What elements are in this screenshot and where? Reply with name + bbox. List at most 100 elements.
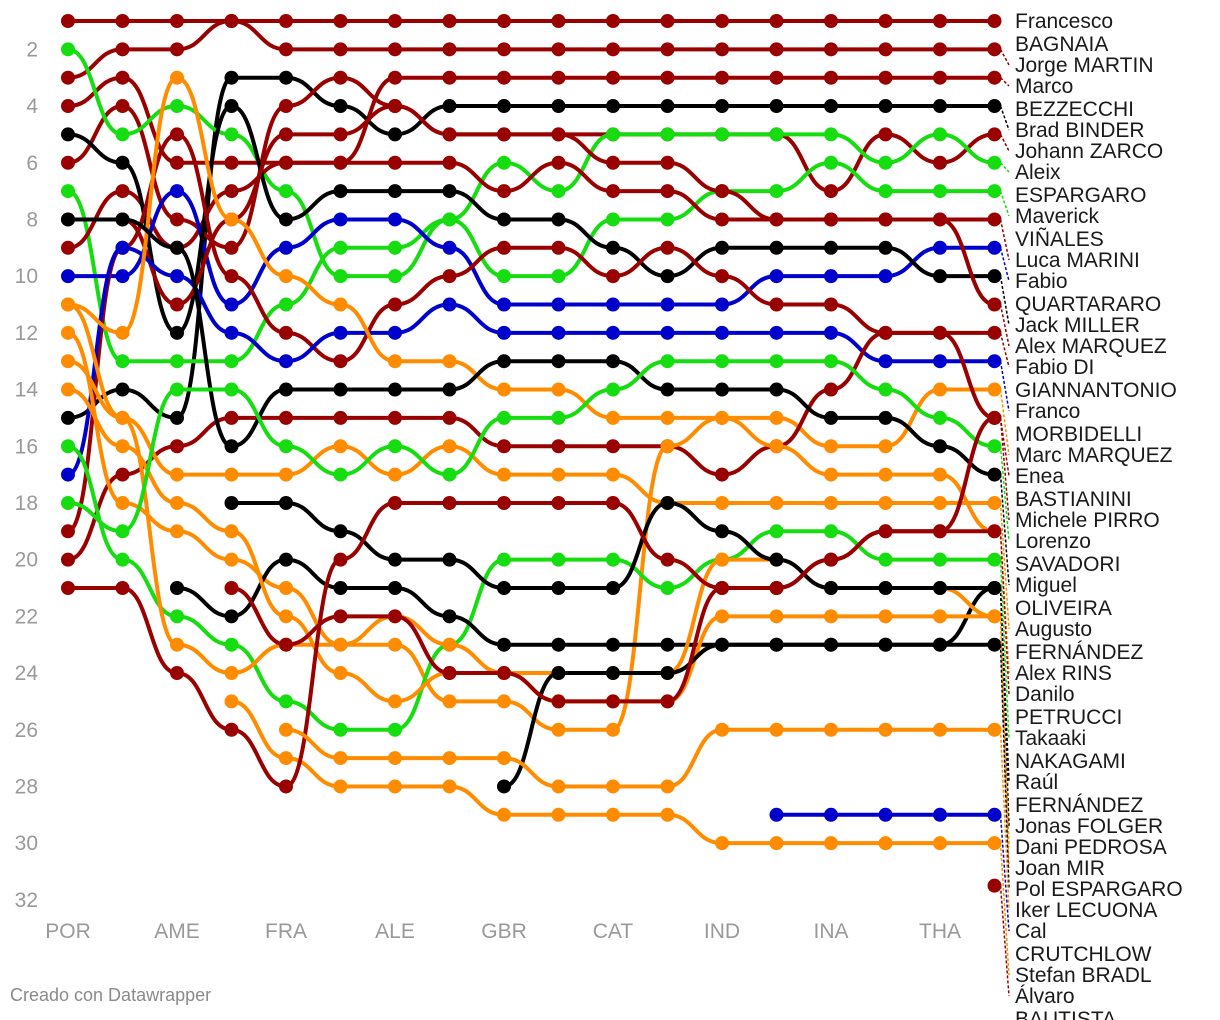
point-francesco-bagnaia [715, 14, 729, 28]
y-tick-label: 8 [26, 208, 38, 231]
point-fabio-di-giannantonio [824, 297, 838, 312]
point-franco-morbidelli [715, 325, 729, 340]
series-label-line: Brad BINDER [1015, 119, 1145, 142]
y-tick-label: 32 [15, 889, 38, 912]
series-label-line: BASTIANINI [1015, 488, 1132, 511]
y-tick-label: 26 [15, 719, 38, 742]
point-marc-marquez [224, 212, 239, 227]
point-luca-marini [715, 212, 729, 227]
point-luca-marini [987, 212, 1002, 227]
point-aleix-espargaro [333, 269, 348, 284]
point-johann-zarco [115, 99, 130, 114]
point-marc-marquez [769, 410, 784, 425]
series-label-line: ESPARGARO [1015, 184, 1146, 207]
point-takaaki-nakagami [388, 722, 402, 737]
point-jonas-folger [551, 581, 566, 595]
x-tick-label: ALE [375, 920, 415, 943]
y-tick-label: 30 [15, 832, 38, 855]
point-alex-marquez [878, 212, 893, 227]
point-brad-binder [933, 99, 947, 114]
y-tick-label: 2 [26, 38, 38, 61]
point-lorenzo-savadori [224, 382, 239, 397]
series-line-jack-miller [66, 104, 997, 335]
series-label-stefan-bradl: Stefan BRADL [1015, 964, 1152, 987]
leader-fabio-quartararo [999, 247, 1010, 282]
series-label-iker-lecuona: Iker LECUONA [1015, 899, 1157, 922]
series-label-line: Jack MILLER [1015, 314, 1140, 337]
point-fabio-di-giannantonio [606, 269, 620, 284]
point-luca-marini [551, 155, 566, 170]
series-label-line: Marc MARQUEZ [1015, 444, 1173, 467]
point-jorge-martin [824, 42, 838, 57]
y-tick-label: 24 [15, 662, 39, 685]
point-danilo-petrucci [115, 581, 130, 595]
point-alex-marquez [442, 127, 457, 142]
point-marco-bezzecchi [224, 155, 239, 170]
point-jorge-martin [442, 42, 457, 57]
point-aleix-espargaro [769, 127, 784, 142]
point-michele-pirro [333, 609, 348, 624]
point-francesco-bagnaia [933, 14, 947, 28]
y-tick-label: 22 [15, 605, 38, 628]
point-franco-morbidelli [824, 325, 838, 340]
point-fabio-quartararo [224, 297, 239, 312]
point-marc-marquez [551, 382, 566, 397]
point-fabio-di-giannantonio [715, 269, 729, 284]
point-jonas-folger [824, 581, 838, 595]
point-franco-morbidelli [61, 467, 75, 482]
point-iker-lecuona [606, 779, 620, 794]
point-maverick-vinales [170, 354, 184, 369]
point-jack-miller [115, 155, 130, 170]
point-michele-pirro [279, 637, 293, 652]
series-label-cal-crutchlow: Cal CRUTCHLOW [1015, 920, 1152, 966]
x-tick-label: INA [813, 920, 848, 943]
point-takaaki-nakagami [224, 637, 239, 652]
point-dani-pedrosa [224, 524, 239, 539]
point-dani-pedrosa [769, 609, 784, 624]
series-label-line: Álvaro [1015, 985, 1075, 1008]
series-label-line: Jonas FOLGER [1015, 815, 1163, 838]
point-dani-pedrosa [878, 609, 893, 624]
point-fabio-quartararo [497, 297, 511, 312]
point-jorge-martin [551, 42, 566, 57]
point-michele-pirro [442, 666, 457, 681]
leader-iker-lecuona [999, 729, 1010, 911]
point-marco-bezzecchi [769, 70, 784, 85]
series-label-takaaki-nakagami: Takaaki NAKAGAMI [1015, 727, 1126, 773]
series-label-joan-mir: Joan MIR [1015, 857, 1105, 880]
point-augusto-fernandez [606, 467, 620, 482]
point-marco-bezzecchi [61, 99, 75, 114]
point-fabio-quartararo [115, 269, 130, 284]
point-johann-zarco [878, 127, 893, 142]
point-joan-mir [61, 297, 75, 312]
series-label-line: Luca MARINI [1015, 249, 1140, 272]
point-danilo-petrucci [878, 524, 893, 539]
point-stefan-bradl [715, 836, 729, 851]
point-alex-rins [660, 439, 675, 454]
point-lorenzo-savadori [388, 439, 402, 454]
point-dani-pedrosa [933, 609, 947, 624]
point-enea-bastianini [224, 410, 239, 425]
point-augusto-fernandez [224, 467, 239, 482]
leader-cal-crutchlow [999, 814, 1010, 932]
point-aleix-espargaro [170, 99, 184, 114]
point-jack-miller [606, 240, 620, 255]
point-maverick-vinales [606, 212, 620, 227]
point-jorge-martin [61, 70, 75, 85]
point-jonas-folger [878, 581, 893, 595]
point-stefan-bradl [497, 807, 511, 822]
point-enea-bastianini [824, 382, 838, 397]
point-fabio-di-giannantonio [61, 524, 75, 539]
point-aleix-espargaro [824, 127, 838, 142]
leader-alex-marquez [999, 304, 1010, 347]
point-jonas-folger [933, 581, 947, 595]
point-marco-bezzecchi [987, 70, 1002, 85]
point-jack-miller [442, 184, 457, 199]
point-lorenzo-savadori [933, 410, 947, 425]
point-augusto-fernandez [333, 439, 348, 454]
point-miguel-oliveira [224, 439, 239, 454]
point-alex-marquez [170, 297, 184, 312]
point-jorge-martin [115, 42, 130, 57]
point-fabio-quartararo [769, 269, 784, 284]
point-alex-marquez [388, 99, 402, 114]
